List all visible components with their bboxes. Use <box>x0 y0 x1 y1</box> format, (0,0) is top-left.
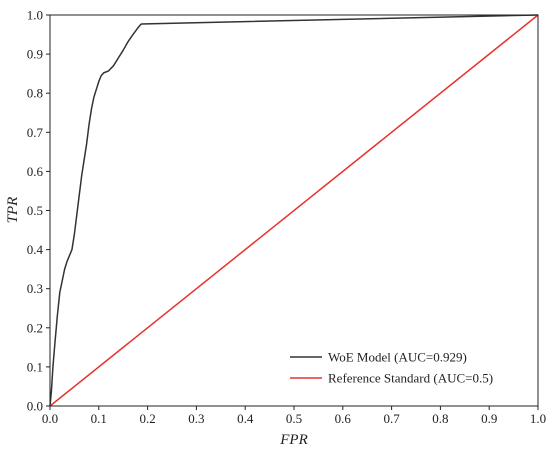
y-tick-label: 0.6 <box>27 164 44 179</box>
x-tick-label: 0.8 <box>432 411 448 426</box>
x-tick-label: 0.0 <box>42 411 58 426</box>
x-tick-label: 0.3 <box>188 411 204 426</box>
x-tick-label: 0.7 <box>383 411 400 426</box>
legend-label-reference-standard: Reference Standard (AUC=0.5) <box>328 371 493 386</box>
series-line-reference-standard <box>49 14 539 407</box>
y-tick-label: 0.0 <box>27 399 43 414</box>
x-axis-label: FPR <box>279 432 308 448</box>
x-tick-label: 0.9 <box>481 411 497 426</box>
x-tick-label: 1.0 <box>530 411 546 426</box>
x-tick-label: 0.4 <box>237 411 254 426</box>
x-tick-label: 0.1 <box>91 411 107 426</box>
y-tick-label: 0.1 <box>27 359 43 374</box>
plot-frame <box>49 14 539 407</box>
y-tick-label: 0.5 <box>27 203 43 218</box>
y-tick-label: 0.8 <box>27 86 43 101</box>
legend-label-woe-model: WoE Model (AUC=0.929) <box>328 350 467 365</box>
legend: WoE Model (AUC=0.929) Reference Standard… <box>290 350 493 386</box>
y-tick-label: 0.4 <box>27 242 44 257</box>
ticks-layer: 0.0 0.1 0.2 0.3 0.4 0.5 0.6 0.7 0.8 0.9 1.0 0.0 0.1 0… <box>27 8 546 427</box>
y-tick-label: 1.0 <box>27 8 43 23</box>
y-tick-label: 0.3 <box>27 281 43 296</box>
x-tick-label: 0.2 <box>139 411 155 426</box>
y-tick-label: 0.7 <box>27 125 44 140</box>
y-tick-label: 0.9 <box>27 47 43 62</box>
series-line-woe-model <box>49 14 539 407</box>
y-tick-label: 0.2 <box>27 320 43 335</box>
x-tick-label: 0.6 <box>335 411 352 426</box>
x-tick-label: 0.5 <box>286 411 302 426</box>
y-axis-label: TPR <box>5 197 21 224</box>
series-layer <box>49 14 539 407</box>
